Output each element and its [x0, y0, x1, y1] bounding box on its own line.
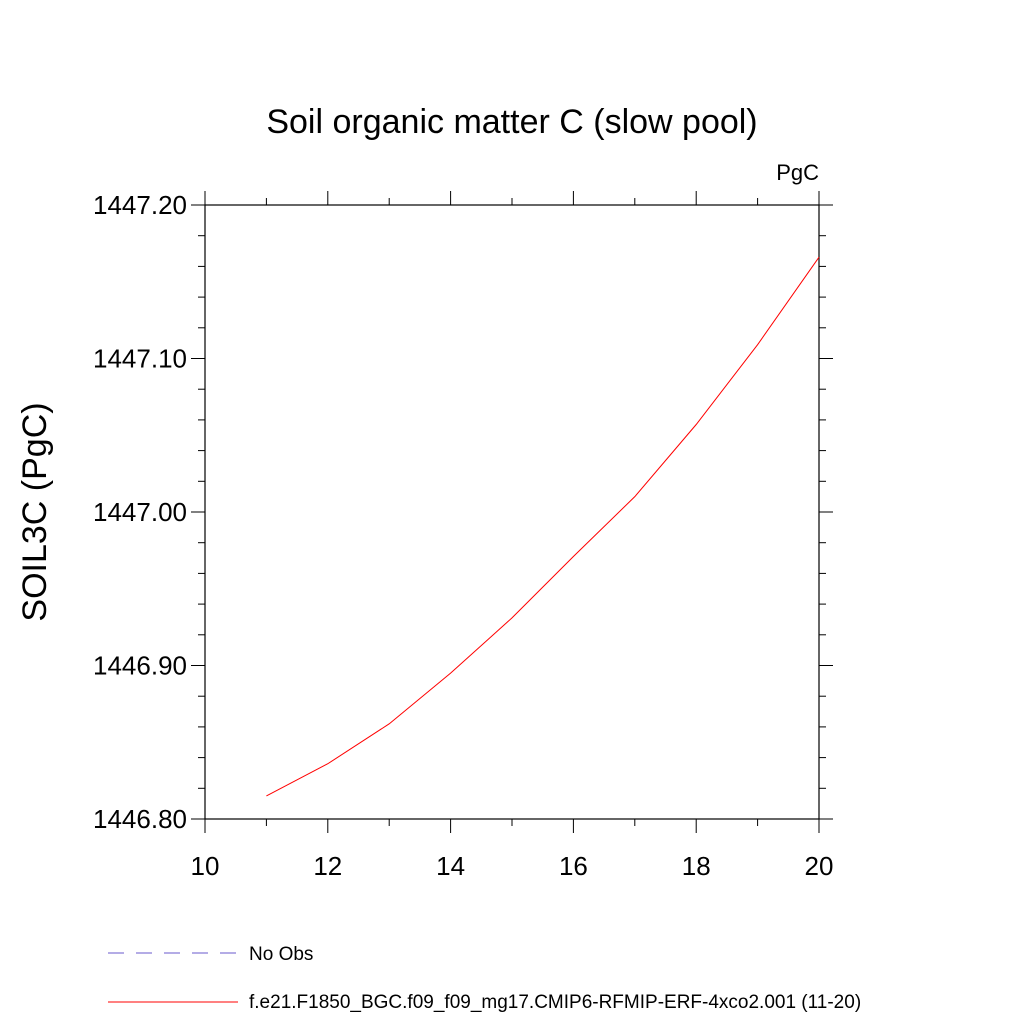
plot-frame [204, 204, 820, 820]
y-tick-labels: 1446.80 1446.90 1447.00 1447.10 1447.20 [93, 190, 187, 834]
y-tick-label: 1447.20 [93, 190, 187, 220]
series-layer [266, 256, 820, 797]
legend-label-no-obs: No Obs [249, 944, 313, 965]
y-tick-label: 1446.90 [93, 651, 187, 681]
x-tick-label: 12 [313, 851, 342, 881]
y-tick-label: 1447.10 [93, 344, 187, 374]
units-label: PgC [776, 160, 819, 185]
x-tick-label: 16 [559, 851, 588, 881]
legend-label-model-run: f.e21.F1850_BGC.f09_f09_mg17.CMIP6-RFMIP… [249, 992, 861, 1013]
x-tick-labels: 10 12 14 16 18 20 [191, 851, 834, 881]
minor-ticks [198, 198, 826, 826]
x-tick-label: 14 [436, 851, 465, 881]
series-line [266, 256, 820, 797]
x-tick-label: 20 [805, 851, 834, 881]
y-tick-label: 1446.80 [93, 804, 187, 834]
legend: No Obs f.e21.F1850_BGC.f09_f09_mg17.CMIP… [108, 944, 861, 1013]
major-ticks [191, 191, 833, 833]
x-tick-label: 10 [191, 851, 220, 881]
y-axis-label: SOIL3C (PgC) [16, 402, 54, 621]
y-tick-label: 1447.00 [93, 497, 187, 527]
chart-title: Soil organic matter C (slow pool) [266, 103, 757, 141]
x-tick-label: 18 [682, 851, 711, 881]
